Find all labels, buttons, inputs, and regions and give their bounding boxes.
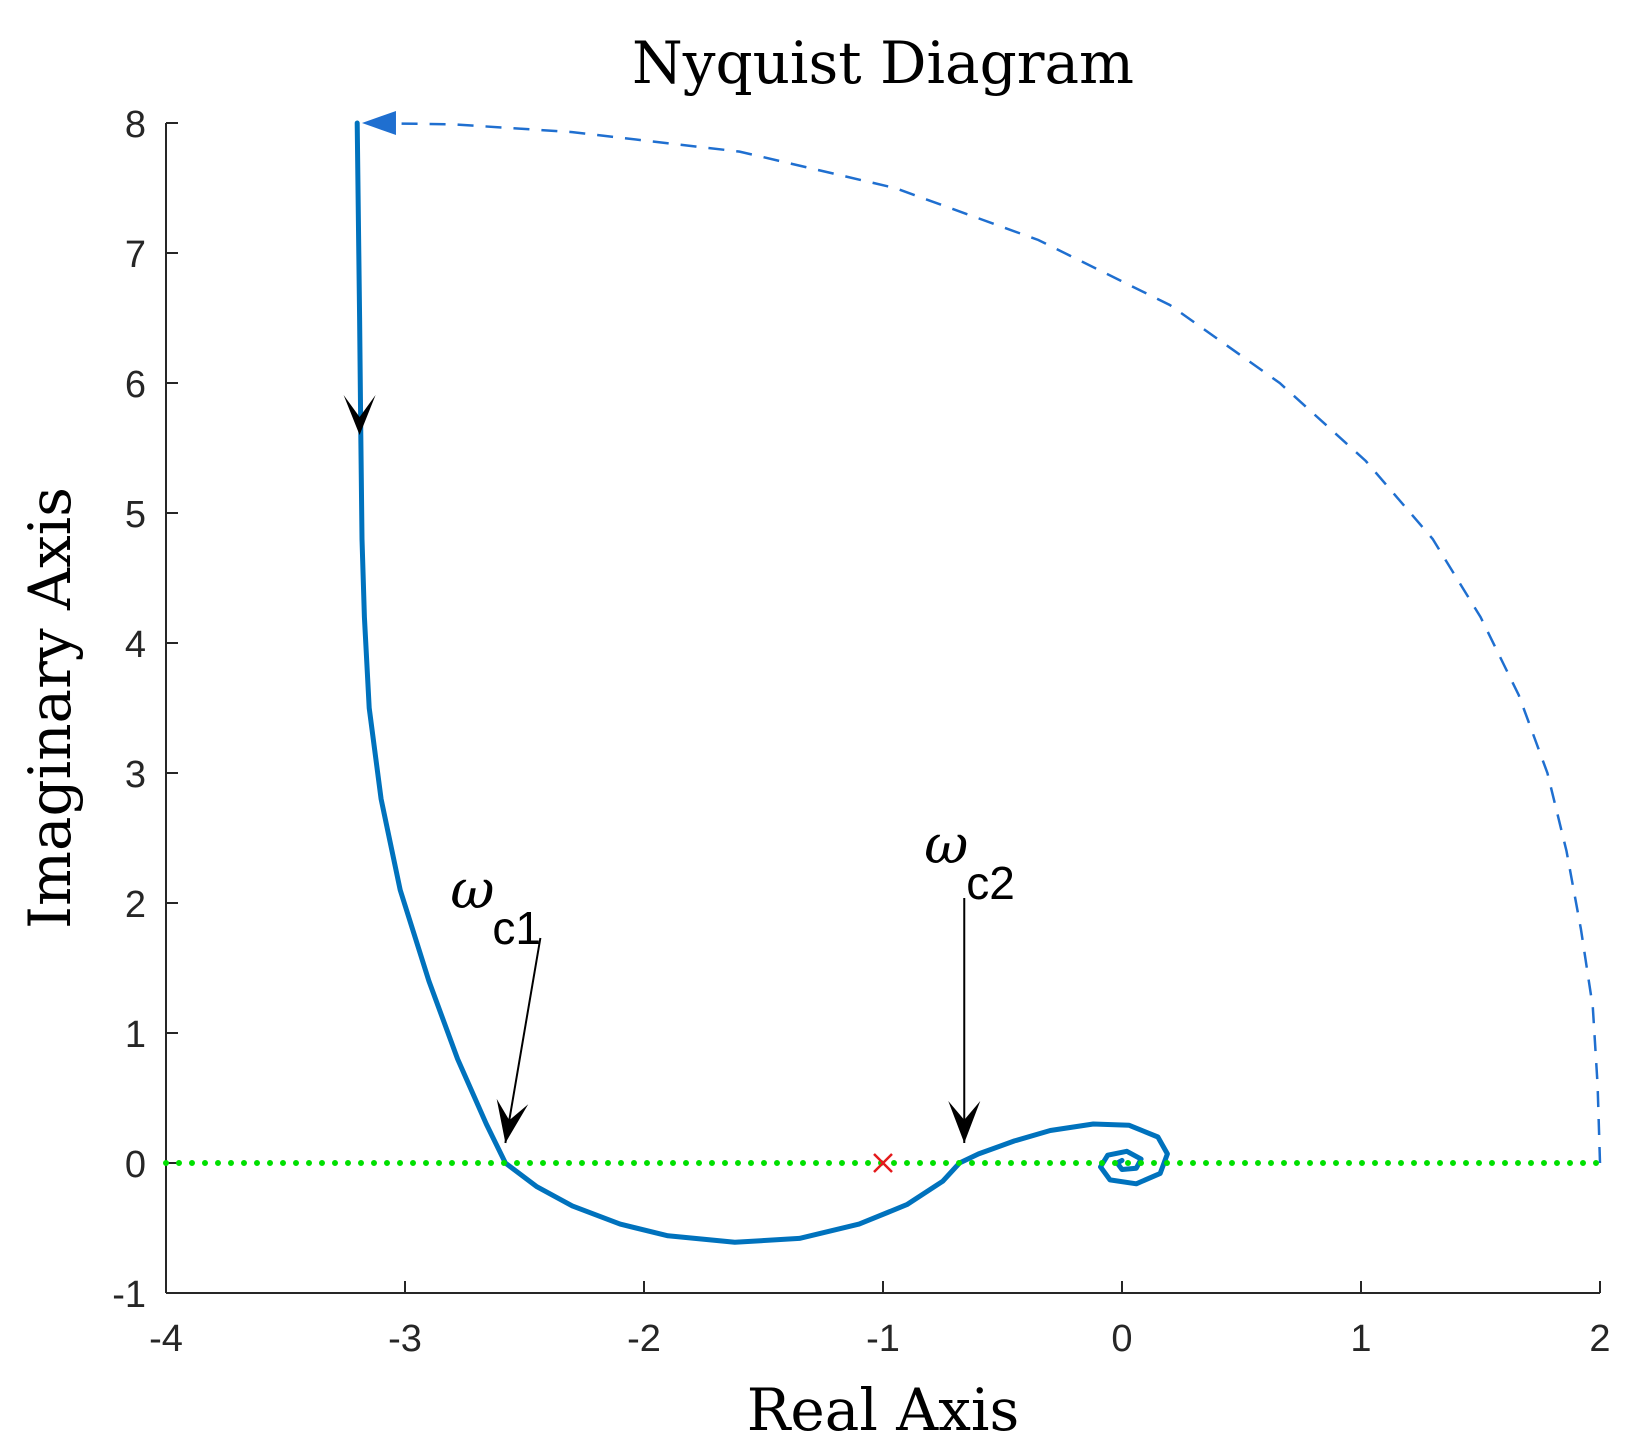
y-tick-label: 1 xyxy=(125,1014,146,1056)
arc-arrowhead xyxy=(361,111,396,135)
y-tick-label: 0 xyxy=(125,1144,146,1186)
axes xyxy=(165,123,1600,1294)
annotation-subscript: c1 xyxy=(492,902,541,954)
y-tick-label: 6 xyxy=(125,364,146,406)
y-tick-label: 8 xyxy=(125,104,146,146)
x-tick-label: -4 xyxy=(149,1318,183,1360)
nyquist-curve xyxy=(354,120,1170,1245)
x-tick-label: -3 xyxy=(388,1318,422,1360)
annotation-arrowhead xyxy=(948,1101,981,1143)
y-axis-label: Imaginary Axis xyxy=(16,487,84,929)
annotation-arrow-line xyxy=(504,937,542,1144)
y-tick-label: 7 xyxy=(125,234,146,276)
x-tick-label: 1 xyxy=(1350,1318,1371,1360)
y-tick-label: 2 xyxy=(125,884,146,926)
ticks: -4 -3 -2 -1 0 1 2 -1 0 1 2 3 4 5 6 7 8 xyxy=(112,104,1610,1360)
x-axis-label: Real Axis xyxy=(747,1376,1019,1440)
series-group xyxy=(163,111,1603,1245)
annotation-label: ω xyxy=(450,858,494,921)
x-tick-label: 0 xyxy=(1111,1318,1132,1360)
y-tick-label: 5 xyxy=(125,494,146,536)
infinite-arc xyxy=(361,121,1602,1164)
x-tick-label: -2 xyxy=(627,1318,661,1360)
annotation-label: ω xyxy=(924,813,968,876)
y-tick-label: 4 xyxy=(125,624,146,666)
annotation-arrowhead xyxy=(496,1098,529,1143)
critical-point-marker xyxy=(873,1153,893,1173)
y-tick-label: -1 xyxy=(112,1274,146,1316)
annotation-subscript: c2 xyxy=(966,857,1015,909)
chart-title: Nyquist Diagram xyxy=(632,29,1134,97)
x-tick-label: -1 xyxy=(866,1318,900,1360)
direction-arrowhead xyxy=(343,395,376,435)
y-tick-label: 3 xyxy=(125,754,146,796)
x-tick-label: 2 xyxy=(1589,1318,1610,1360)
